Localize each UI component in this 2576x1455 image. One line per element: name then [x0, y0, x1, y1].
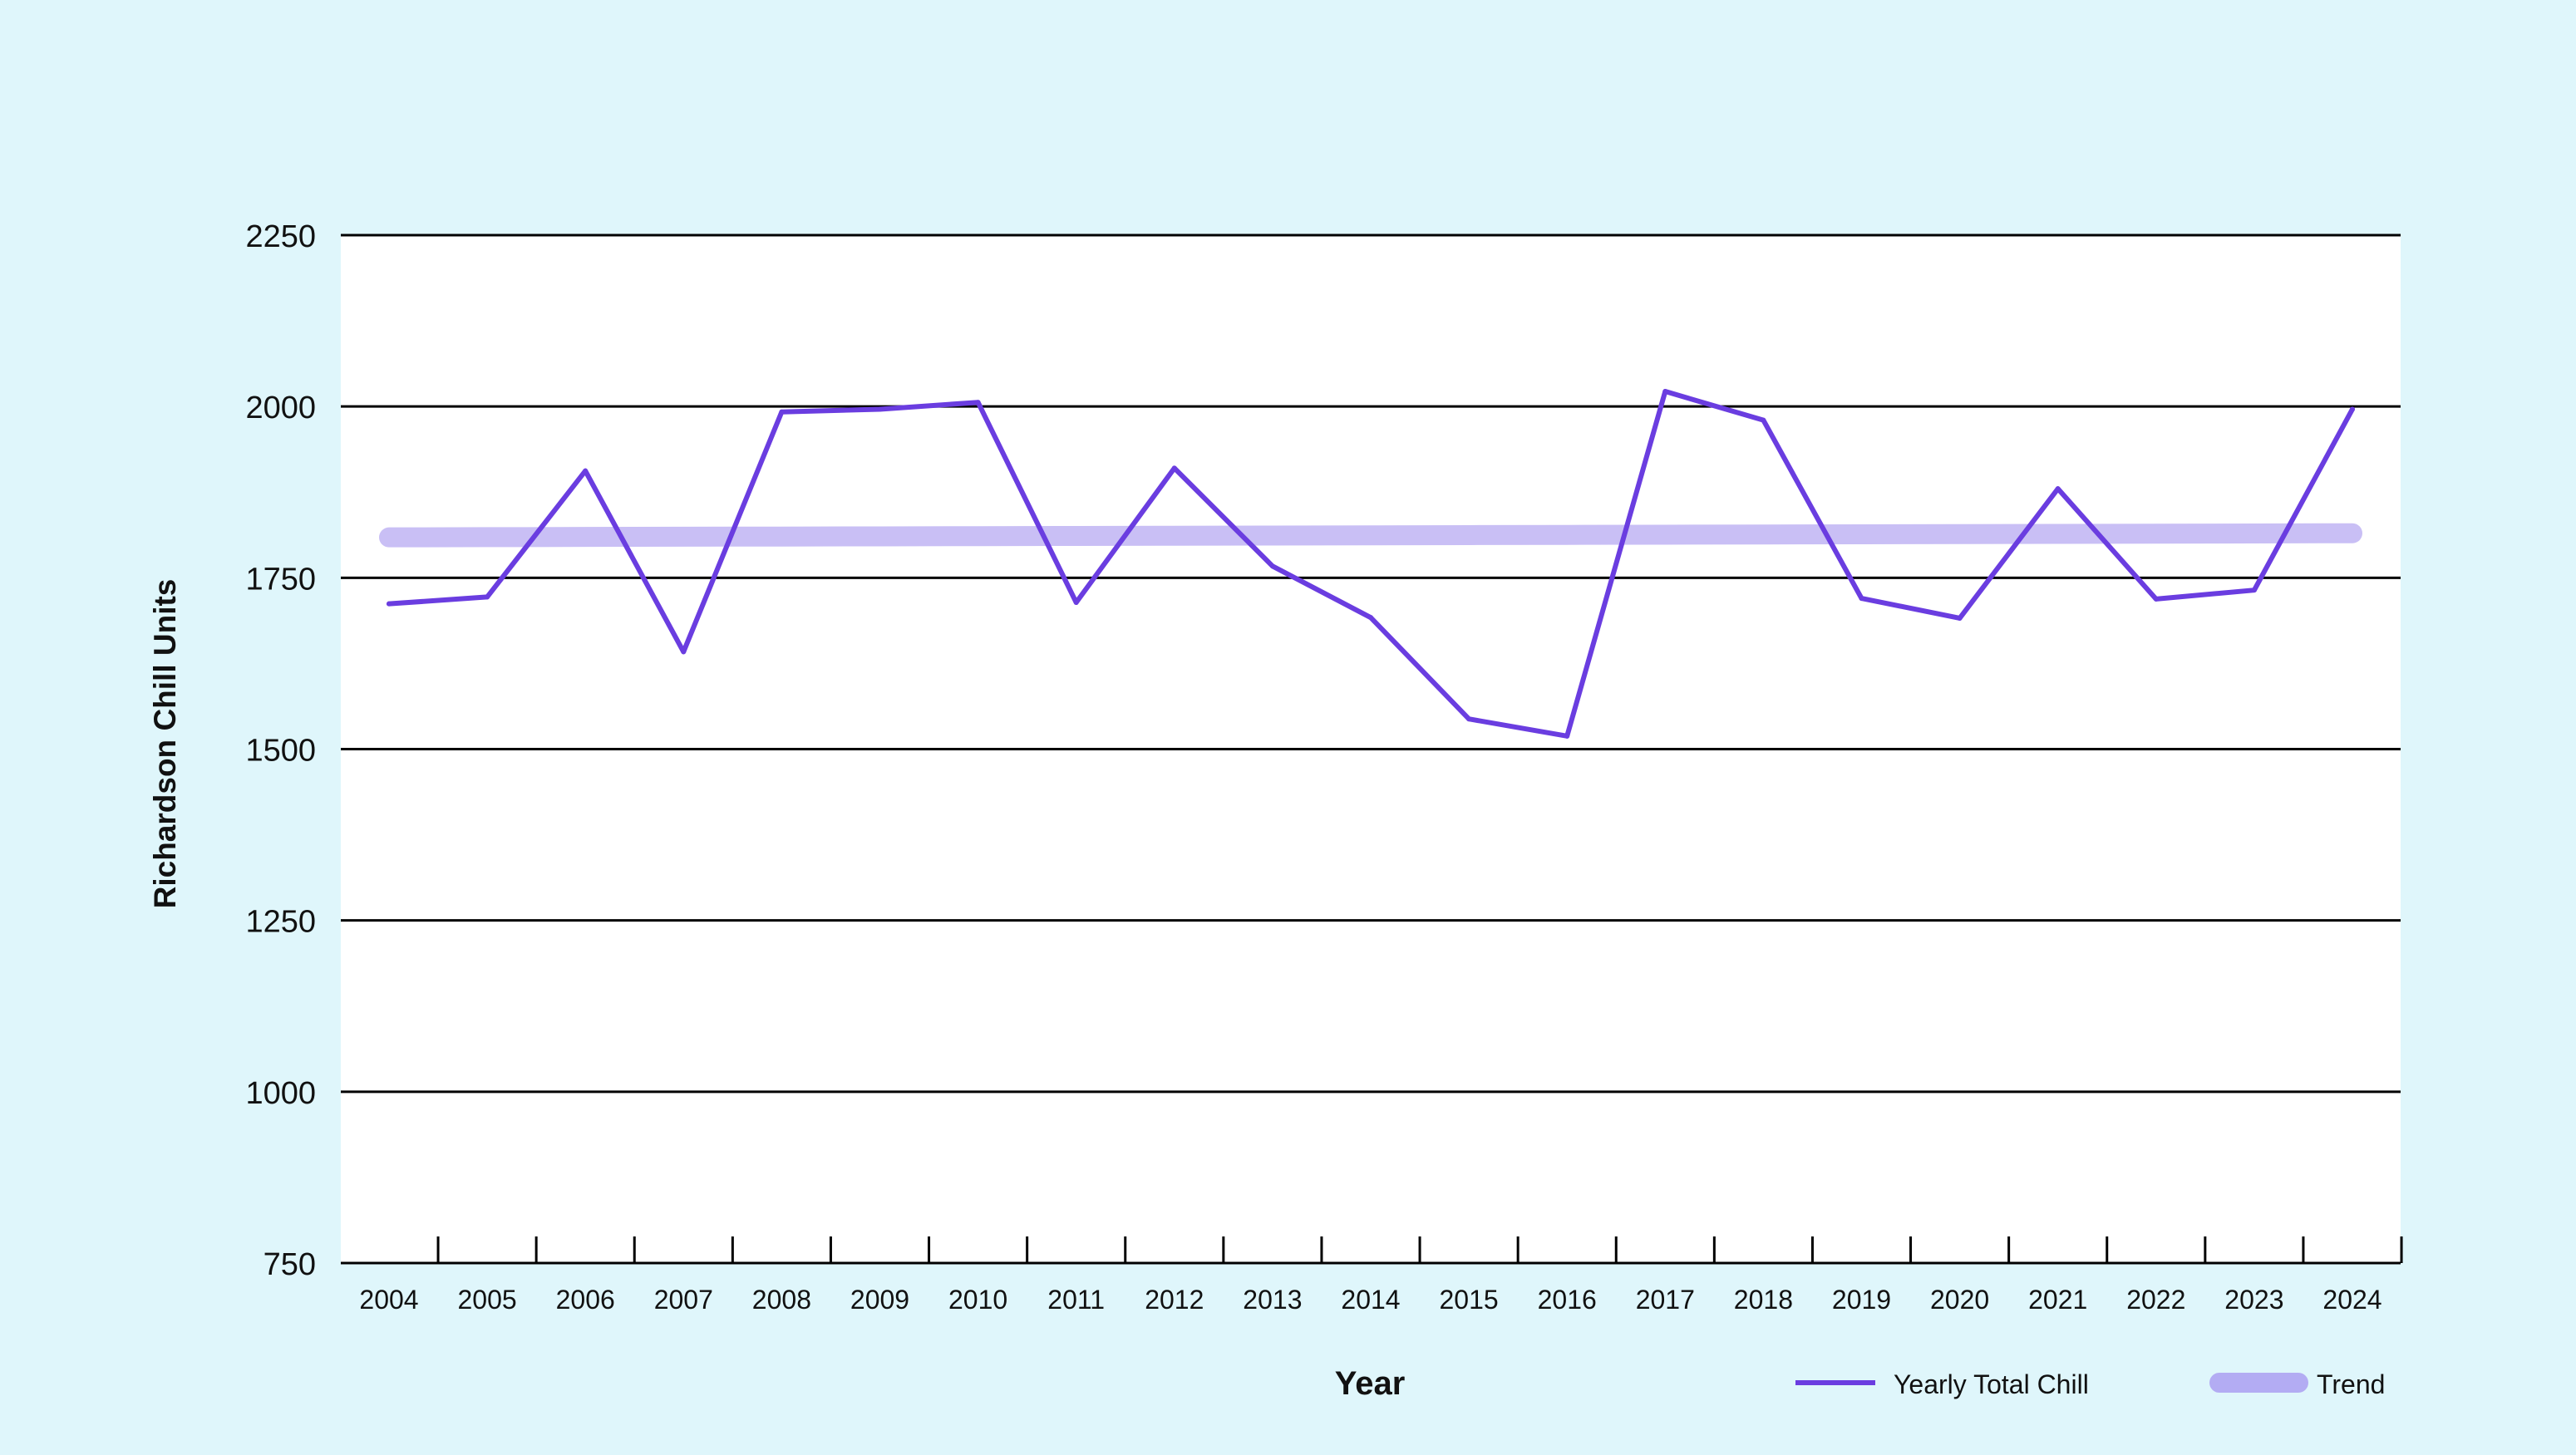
y-tick-label-1000: 1000 — [245, 1076, 316, 1111]
y-tick-label-2000: 2000 — [245, 391, 316, 425]
x-tick-label-2005: 2005 — [458, 1285, 517, 1315]
x-tick-label-2013: 2013 — [1243, 1285, 1302, 1315]
x-tick-label-2007: 2007 — [654, 1285, 713, 1315]
x-tick-label-2024: 2024 — [2322, 1285, 2381, 1315]
x-tick-label-2021: 2021 — [2028, 1285, 2087, 1315]
x-tick-label-2020: 2020 — [1930, 1285, 1989, 1315]
data-point-2016 — [1564, 733, 1570, 739]
y-axis-tick-labels: 750 1000 1250 1500 1750 2000 2250 — [245, 219, 316, 1282]
x-tick-label-2019: 2019 — [1832, 1285, 1891, 1315]
data-point-2020 — [1957, 615, 1963, 621]
data-point-2018 — [1761, 417, 1766, 423]
series-line-trend — [379, 523, 2362, 548]
x-tick-label-2017: 2017 — [1636, 1285, 1695, 1315]
x-tick-label-2011: 2011 — [1047, 1285, 1105, 1315]
x-tick-label-2023: 2023 — [2224, 1285, 2283, 1315]
data-point-2006 — [583, 468, 589, 474]
y-tick-label-1250: 1250 — [245, 905, 316, 940]
x-tick-label-2004: 2004 — [359, 1285, 418, 1315]
y-tick-label-2250: 2250 — [245, 219, 316, 254]
data-point-2013 — [1269, 563, 1275, 569]
data-point-2004 — [387, 601, 392, 607]
x-tick-label-2010: 2010 — [948, 1285, 1007, 1315]
x-axis-title: Year — [1335, 1365, 1406, 1402]
data-point-2024 — [2350, 406, 2355, 412]
data-point-2012 — [1171, 465, 1177, 471]
x-tick-label-2016: 2016 — [1538, 1285, 1597, 1315]
legend-label-yearly-total-chill: Yearly Total Chill — [1894, 1369, 2089, 1399]
legend-label-trend: Trend — [2317, 1369, 2385, 1399]
data-point-2017 — [1662, 389, 1668, 395]
x-axis: 2004 2005 2006 2007 2008 2009 2010 2011 2012 2013… — [359, 1236, 2403, 1315]
data-point-2008 — [779, 409, 785, 415]
x-tick-label-2012: 2012 — [1145, 1285, 1204, 1315]
grid-lines — [341, 233, 2401, 1265]
data-point-2011 — [1073, 600, 1079, 606]
y-axis-title: Richardson Chill Units — [148, 579, 182, 909]
x-tick-label-2008: 2008 — [752, 1285, 811, 1315]
series-lines — [379, 389, 2362, 739]
data-point-2009 — [877, 406, 883, 412]
data-point-2021 — [2055, 486, 2061, 492]
data-point-2019 — [1859, 596, 1864, 602]
data-point-2010 — [975, 400, 981, 406]
x-tick-label-2015: 2015 — [1440, 1285, 1499, 1315]
x-tick-label-2009: 2009 — [850, 1285, 909, 1315]
data-point-2014 — [1368, 615, 1373, 621]
x-tick-label-2018: 2018 — [1734, 1285, 1793, 1315]
y-tick-label-1500: 1500 — [245, 734, 316, 769]
x-tick-label-2014: 2014 — [1341, 1285, 1400, 1315]
x-tick-label-2022: 2022 — [2126, 1285, 2185, 1315]
y-tick-label-1750: 1750 — [245, 562, 316, 597]
data-point-2022 — [2153, 596, 2159, 602]
y-tick-label-750: 750 — [264, 1247, 316, 1282]
data-point-2005 — [485, 594, 490, 600]
legend: Yearly Total Chill Trend — [1795, 1369, 2385, 1399]
data-point-2023 — [2251, 587, 2257, 593]
x-tick-label-2006: 2006 — [556, 1285, 615, 1315]
data-point-2007 — [681, 649, 687, 655]
data-point-2015 — [1466, 716, 1472, 722]
